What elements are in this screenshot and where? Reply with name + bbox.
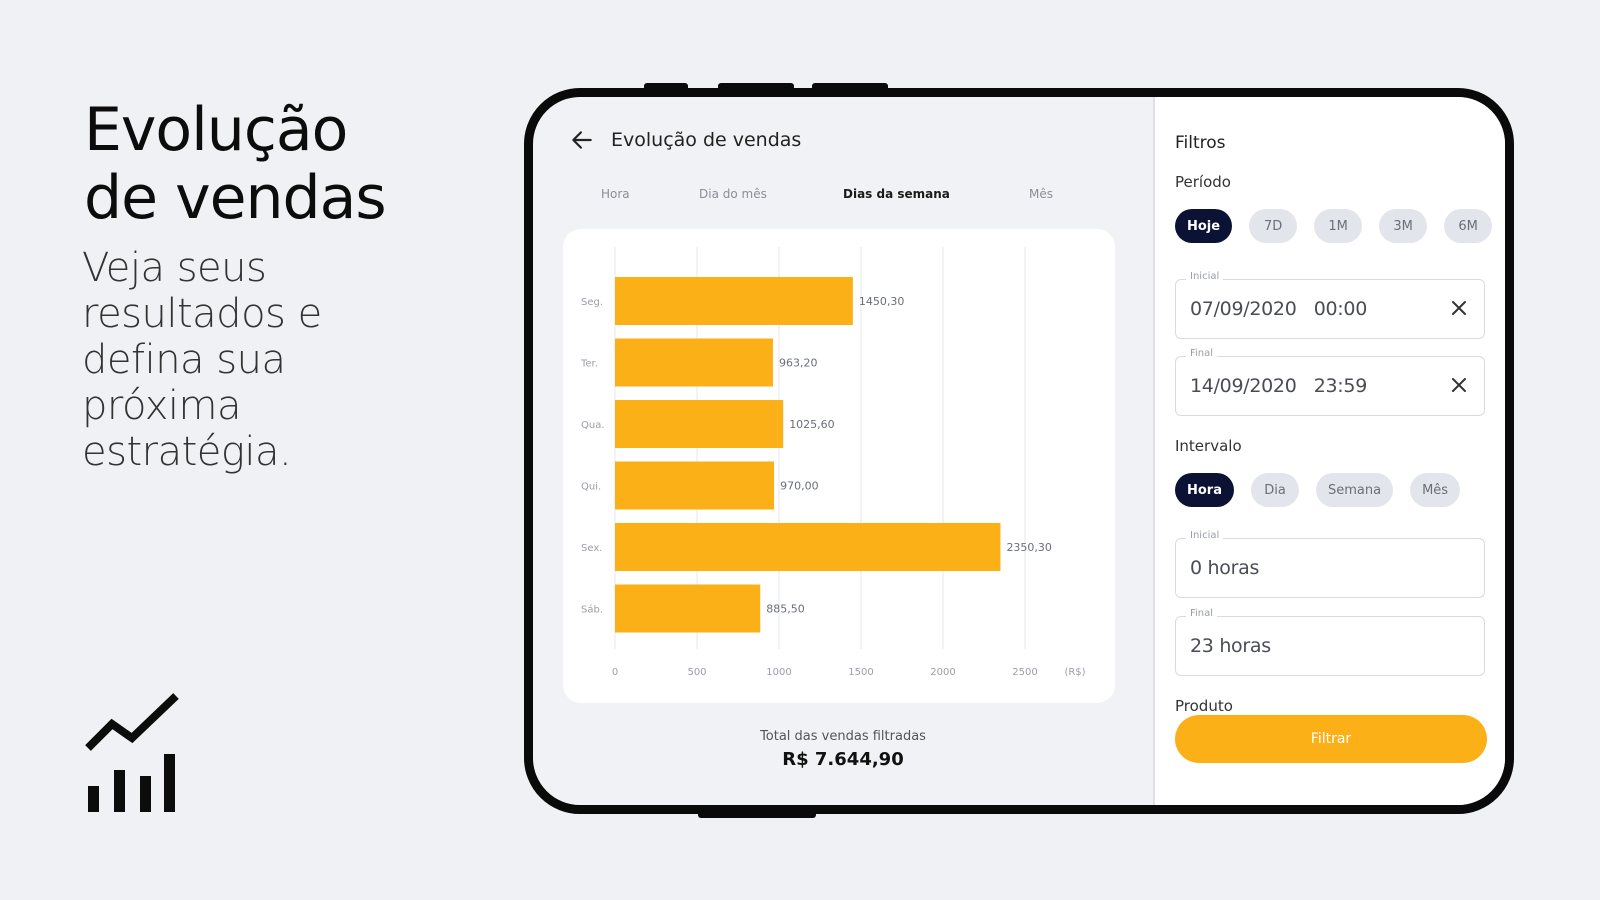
total-value: R$ 7.644,90 (782, 749, 904, 770)
hour-start-field[interactable]: Inicial 0 horas (1175, 530, 1485, 598)
x-tick-label: 500 (687, 667, 706, 678)
bar-value-label: 1450,30 (859, 295, 905, 308)
screen-header: Evolução de vendas (569, 127, 801, 153)
chip-7d[interactable]: 7D (1249, 209, 1298, 243)
tab-dias-da-semana[interactable]: Dias da semana (843, 187, 950, 201)
chip-6m[interactable]: 6M (1444, 209, 1493, 243)
bar (615, 461, 775, 510)
chip-1m[interactable]: 1M (1314, 209, 1363, 243)
chip-mes[interactable]: Mês (1410, 473, 1461, 507)
close-icon[interactable] (1450, 376, 1468, 394)
x-axis-unit: (R$) (1064, 667, 1085, 678)
category-label: Qui. (581, 482, 601, 493)
screen-title: Evolução de vendas (611, 129, 802, 151)
bar-value-label: 963,20 (779, 357, 818, 370)
promo-title-line2: de vendas (84, 163, 387, 233)
hour-end-field[interactable]: Final 23 horas (1175, 608, 1485, 676)
date-start-value: 07/09/2020 00:00 (1190, 298, 1367, 320)
promo-subtitle-line: Veja seus (82, 245, 267, 291)
chip-hora[interactable]: Hora (1175, 473, 1234, 507)
tablet-button (718, 83, 794, 89)
hour-end-value: 23 horas (1190, 635, 1271, 657)
category-label: Ter. (580, 359, 598, 370)
produto-label: Produto (1175, 697, 1233, 715)
tablet-button (698, 812, 816, 818)
tablet-button (812, 83, 888, 89)
sales-evolution-panel: Evolução de vendas Hora Dia do mês Dias … (533, 97, 1153, 805)
promo-subtitle-line: próxima (82, 383, 241, 429)
periodo-label: Período (1175, 173, 1231, 191)
filter-button[interactable]: Filtrar (1175, 715, 1487, 763)
bar-value-label: 885,50 (766, 603, 805, 616)
periodo-chips: Hoje 7D 1M 3M 6M (1175, 209, 1493, 243)
filters-title: Filtros (1175, 133, 1226, 153)
date-end-field[interactable]: Final 14/09/2020 23:59 (1175, 348, 1485, 416)
bar-value-label: 2350,30 (1006, 541, 1052, 554)
promo-title: Evolução de vendas (84, 96, 464, 232)
tablet-button (644, 83, 688, 89)
field-legend: Final (1186, 608, 1218, 619)
bar (615, 400, 784, 448)
category-label: Seg. (581, 297, 603, 308)
promo-subtitle-line: defina sua (82, 337, 286, 383)
chip-semana[interactable]: Semana (1316, 473, 1394, 507)
category-label: Sex. (581, 543, 602, 554)
x-tick-label: 0 (612, 667, 618, 678)
bar-value-label: 970,00 (780, 480, 819, 493)
total-label: Total das vendas filtradas (760, 729, 926, 744)
x-tick-label: 2500 (1012, 667, 1037, 678)
field-legend: Inicial (1186, 271, 1224, 282)
bar (615, 338, 773, 387)
date-end-value: 14/09/2020 23:59 (1190, 375, 1367, 397)
promo-subtitle-line: resultados e (82, 291, 322, 337)
intervalo-label: Intervalo (1175, 437, 1242, 455)
hour-start-value: 0 horas (1190, 557, 1260, 579)
filters-panel: Filtros Período Hoje 7D 1M 3M 6M Inicial… (1153, 97, 1505, 805)
tab-dia-do-mes[interactable]: Dia do mês (699, 187, 767, 201)
chip-3m[interactable]: 3M (1379, 209, 1428, 243)
grouping-tabs: Hora Dia do mês Dias da semana Mês (577, 187, 1097, 211)
tab-mes[interactable]: Mês (1029, 187, 1053, 201)
x-tick-label: 2000 (930, 667, 955, 678)
field-legend: Final (1186, 348, 1218, 359)
category-label: Sáb. (581, 604, 603, 616)
x-tick-label: 1500 (848, 667, 873, 678)
x-tick-label: 1000 (766, 667, 791, 678)
arrow-left-icon[interactable] (569, 127, 595, 153)
category-label: Qua. (581, 420, 605, 431)
chip-dia[interactable]: Dia (1251, 473, 1299, 507)
tablet-frame: Evolução de vendas Hora Dia do mês Dias … (524, 88, 1514, 814)
intervalo-chips: Hora Dia Semana Mês (1175, 473, 1461, 507)
tab-hora[interactable]: Hora (601, 187, 630, 201)
date-start-field[interactable]: Inicial 07/09/2020 00:00 (1175, 271, 1485, 339)
promo-subtitle: Veja seus resultados e defina sua próxim… (82, 245, 442, 475)
promo-subtitle-line: estratégia. (82, 429, 292, 475)
bar (615, 277, 853, 325)
sales-chart-card: 0 500 1000 1500 2000 2500 (R$) Seg. 1450,30 Ter. 9… (563, 229, 1115, 703)
bar (615, 523, 1001, 571)
close-icon[interactable] (1450, 299, 1468, 317)
promo-title-line1: Evolução (84, 95, 348, 165)
field-legend: Inicial (1186, 530, 1224, 541)
bar (615, 584, 761, 633)
trending-chart-icon (85, 693, 179, 812)
chip-hoje[interactable]: Hoje (1175, 209, 1233, 243)
sales-bar-chart: 0 500 1000 1500 2000 2500 (R$) Seg. 1450,30 Ter. 9… (580, 247, 1086, 678)
bar-value-label: 1025,60 (789, 418, 835, 431)
